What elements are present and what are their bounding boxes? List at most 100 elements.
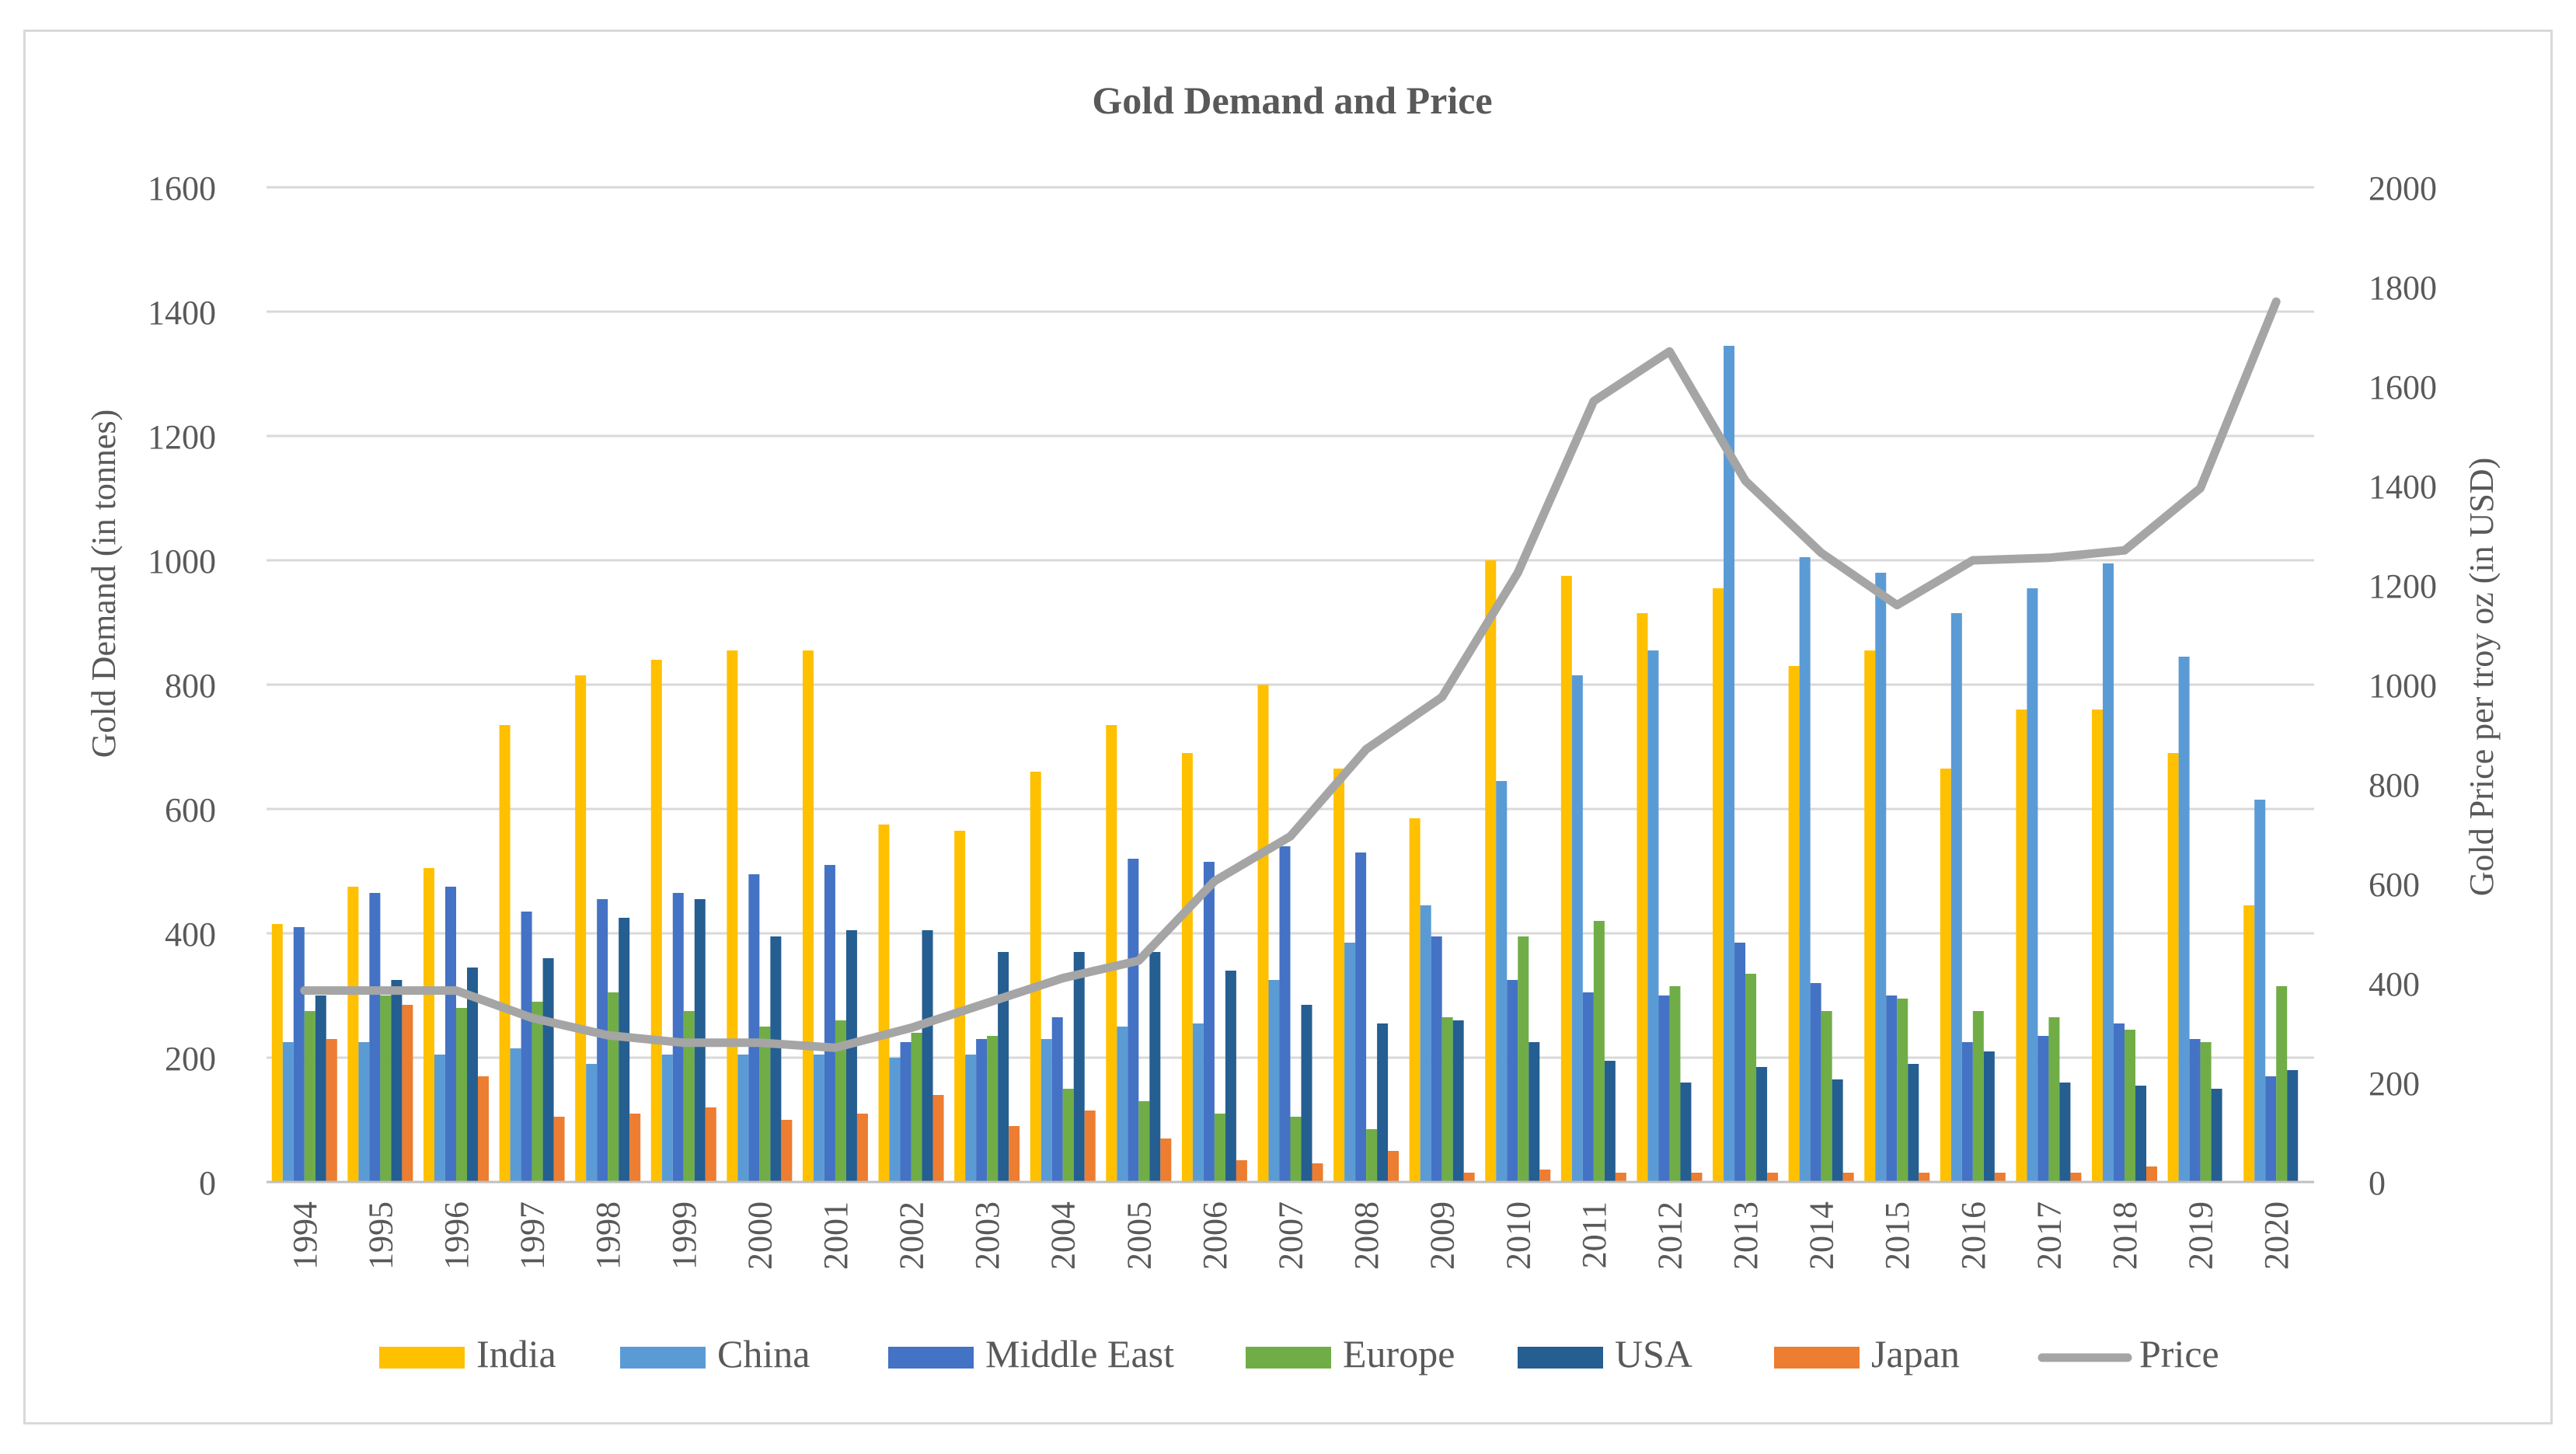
bar-india bbox=[1864, 650, 1876, 1182]
bar-usa bbox=[391, 980, 403, 1182]
bar-china bbox=[965, 1055, 977, 1182]
bar-usa bbox=[1225, 971, 1236, 1182]
right-tick-label: 1200 bbox=[2369, 567, 2437, 605]
bar-usa bbox=[1377, 1023, 1389, 1182]
bar-japan bbox=[932, 1095, 944, 1182]
left-tick-label: 800 bbox=[165, 667, 216, 705]
bar-usa bbox=[1908, 1064, 1919, 1182]
bar-middle-east bbox=[2189, 1039, 2201, 1182]
bar-japan bbox=[1539, 1170, 1551, 1182]
bar-middle-east bbox=[976, 1039, 988, 1182]
x-tick-label: 2003 bbox=[968, 1201, 1006, 1270]
bar-series bbox=[271, 346, 2299, 1182]
bar-japan bbox=[1994, 1173, 2006, 1182]
bar-india bbox=[575, 675, 587, 1182]
bar-india bbox=[423, 868, 434, 1182]
bar-china bbox=[1496, 781, 1508, 1182]
bar-usa bbox=[2135, 1086, 2147, 1182]
bar-europe bbox=[1366, 1129, 1378, 1182]
bar-europe bbox=[455, 1008, 467, 1182]
bar-india bbox=[1181, 753, 1193, 1182]
bar-middle-east bbox=[1203, 862, 1215, 1182]
left-tick-label: 1600 bbox=[148, 169, 216, 207]
x-tick-label: 2017 bbox=[2030, 1201, 2068, 1270]
legend-label-japan: Japan bbox=[1871, 1332, 1960, 1376]
bar-europe bbox=[1972, 1011, 1984, 1182]
bar-usa bbox=[2287, 1070, 2299, 1182]
bar-usa bbox=[1756, 1067, 1768, 1182]
bar-china bbox=[1950, 613, 1962, 1182]
bar-japan bbox=[856, 1114, 868, 1182]
bar-europe bbox=[2125, 1030, 2136, 1182]
left-tick-label: 1000 bbox=[148, 542, 216, 581]
bar-middle-east bbox=[597, 899, 608, 1182]
bar-europe bbox=[608, 992, 619, 1182]
bar-middle-east bbox=[2037, 1036, 2049, 1182]
bar-japan bbox=[402, 1005, 413, 1182]
bar-japan bbox=[1009, 1126, 1020, 1182]
bar-europe bbox=[380, 995, 392, 1182]
bar-india bbox=[650, 660, 662, 1182]
x-tick-label: 2020 bbox=[2257, 1201, 2295, 1270]
bar-china bbox=[1799, 557, 1811, 1182]
price-line-series bbox=[300, 297, 2281, 1052]
x-tick-label: 2018 bbox=[2106, 1201, 2144, 1270]
x-tick-label: 2016 bbox=[1954, 1201, 1992, 1270]
bar-china bbox=[1724, 346, 1735, 1182]
bar-middle-east bbox=[1734, 943, 1746, 1182]
x-tick-label: 2005 bbox=[1120, 1201, 1158, 1270]
bar-middle-east bbox=[1128, 859, 1139, 1182]
bar-china bbox=[586, 1064, 598, 1182]
bar-europe bbox=[532, 1002, 543, 1182]
x-tick-label: 2011 bbox=[1575, 1201, 1613, 1268]
x-tick-label: 1999 bbox=[665, 1201, 703, 1270]
bar-china bbox=[661, 1055, 673, 1182]
bar-usa bbox=[998, 952, 1009, 1182]
left-tick-label: 1400 bbox=[148, 294, 216, 332]
legend-label-price: Price bbox=[2139, 1332, 2219, 1376]
bar-india bbox=[1637, 613, 1648, 1182]
bar-middle-east bbox=[1507, 980, 1518, 1182]
bar-europe bbox=[1441, 1017, 1453, 1182]
bar-india bbox=[1333, 769, 1345, 1182]
x-tick-label: 2019 bbox=[2182, 1201, 2220, 1270]
bar-middle-east bbox=[1658, 995, 1670, 1182]
bar-japan bbox=[1842, 1173, 1854, 1182]
right-tick-label: 1000 bbox=[2369, 667, 2437, 705]
bar-middle-east bbox=[1051, 1017, 1063, 1182]
bar-usa bbox=[542, 958, 554, 1182]
bar-china bbox=[2103, 563, 2114, 1182]
left-tick-label: 1200 bbox=[148, 418, 216, 456]
x-tick-label: 1996 bbox=[437, 1201, 476, 1270]
bar-middle-east bbox=[1810, 983, 1821, 1182]
bar-middle-east bbox=[1355, 853, 1367, 1182]
bar-japan bbox=[2146, 1166, 2158, 1182]
bar-europe bbox=[683, 1011, 695, 1182]
bar-china bbox=[1420, 905, 1431, 1182]
bar-india bbox=[954, 831, 966, 1182]
bar-china bbox=[1041, 1039, 1052, 1182]
bar-usa bbox=[922, 930, 933, 1182]
bar-europe bbox=[911, 1033, 922, 1182]
bar-usa bbox=[1604, 1061, 1616, 1182]
bar-europe bbox=[1518, 936, 1529, 1182]
bar-japan bbox=[1767, 1173, 1779, 1182]
bar-china bbox=[1344, 943, 1356, 1182]
right-tick-label: 400 bbox=[2369, 965, 2420, 1003]
bar-india bbox=[1788, 666, 1800, 1182]
bar-middle-east bbox=[444, 887, 456, 1182]
bar-usa bbox=[770, 936, 782, 1182]
bar-china bbox=[1571, 675, 1583, 1182]
bar-usa bbox=[1983, 1051, 1995, 1182]
bar-europe bbox=[2200, 1042, 2212, 1182]
bar-middle-east bbox=[1431, 936, 1442, 1182]
bar-china bbox=[1647, 650, 1659, 1182]
bar-japan bbox=[1160, 1138, 1172, 1182]
bar-usa bbox=[1149, 952, 1161, 1182]
legend-swatch-usa bbox=[1518, 1347, 1603, 1369]
right-tick-label: 2000 bbox=[2369, 169, 2437, 207]
bar-india bbox=[878, 825, 890, 1182]
bar-china bbox=[2254, 800, 2266, 1182]
bar-japan bbox=[1463, 1173, 1475, 1182]
bar-japan bbox=[629, 1114, 641, 1182]
